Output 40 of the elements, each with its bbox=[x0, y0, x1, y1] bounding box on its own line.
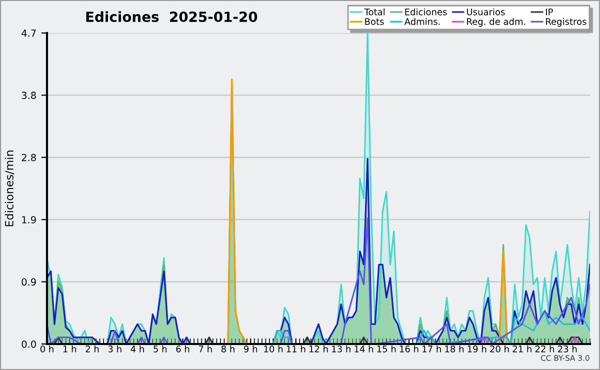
y-tick-label: 4.7 bbox=[22, 30, 36, 37]
x-tick-label: 10 h bbox=[264, 345, 283, 352]
x-tick-label: 15 h bbox=[377, 345, 396, 352]
legend-label: Usuarios bbox=[466, 8, 505, 16]
legend-label: Ediciones bbox=[405, 8, 447, 16]
legend-label: Admins. bbox=[404, 18, 440, 25]
x-tick-label: 3 h bbox=[108, 345, 122, 352]
legend-label: Registros bbox=[546, 18, 586, 27]
legend-label: Total bbox=[364, 8, 385, 16]
x-tick-label: 20 h bbox=[490, 345, 509, 352]
x-tick-label: 7 h bbox=[198, 345, 212, 352]
x-tick-label: 2 h bbox=[86, 345, 99, 352]
x-tick-label: 19 h bbox=[468, 345, 486, 352]
x-tick-label: 0 h bbox=[40, 345, 54, 352]
x-tick-label: 17 h bbox=[422, 345, 441, 352]
x-tick-label: 16 h bbox=[400, 345, 418, 352]
y-tick-label: 0.0 bbox=[22, 340, 36, 348]
y-axis-title: Ediciones/min bbox=[4, 150, 14, 226]
y-tick-label: 3.8 bbox=[22, 92, 36, 100]
x-tick-label: 1 h bbox=[63, 345, 76, 352]
y-tick-label: 0.9 bbox=[22, 278, 36, 286]
x-tick-label: 18 h bbox=[445, 345, 464, 352]
x-tick-label: 21 h bbox=[512, 345, 532, 352]
legend-label: Reg. de adm. bbox=[467, 18, 526, 27]
x-tick-label: 14 h bbox=[354, 345, 374, 352]
x-tick-label: 8 h bbox=[221, 345, 234, 352]
x-tick-label: 11 h bbox=[286, 345, 306, 352]
x-tick-label: 22 h bbox=[535, 345, 554, 352]
y-tick-label: 1.9 bbox=[22, 216, 36, 224]
legend-label: Bots bbox=[365, 18, 384, 25]
x-tick-label: 13 h bbox=[332, 345, 350, 352]
chart-title: Ediciones 2025-01-20 bbox=[86, 11, 258, 22]
x-tick-label: 5 h bbox=[154, 345, 167, 352]
x-tick-label: 6 h bbox=[176, 345, 190, 352]
x-tick-label: 23 h bbox=[558, 345, 577, 352]
x-tick-label: 9 h bbox=[244, 345, 258, 352]
x-tick-label: 4 h bbox=[130, 345, 144, 352]
x-tick-label: 12 h bbox=[309, 345, 328, 352]
y-tick-label: 2.8 bbox=[22, 154, 36, 162]
legend-label: IP bbox=[546, 8, 553, 16]
